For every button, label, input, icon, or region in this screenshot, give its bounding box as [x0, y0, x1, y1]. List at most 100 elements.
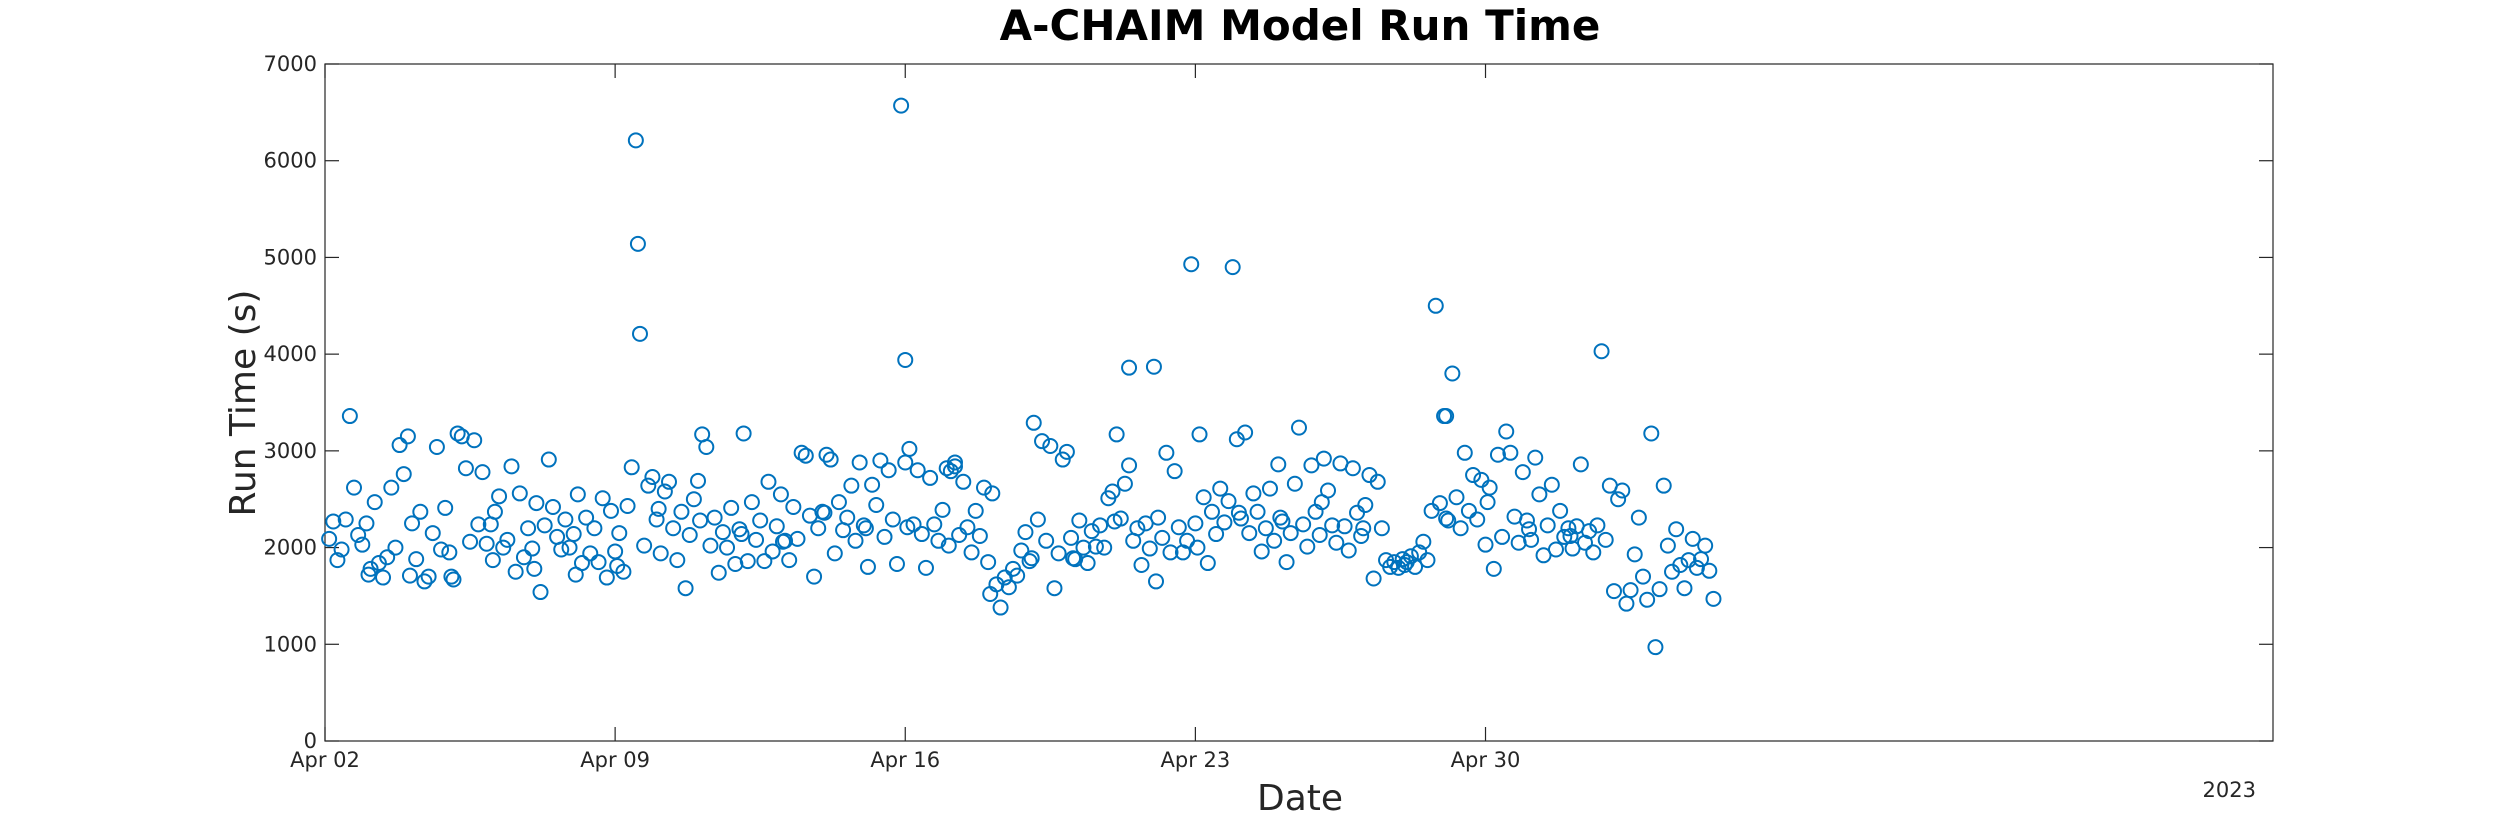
data-point [648, 511, 665, 528]
data-point [387, 539, 404, 556]
x-tick-label: Apr 30 [1451, 748, 1521, 772]
data-point [971, 527, 988, 544]
data-point [1106, 513, 1123, 530]
y-tick-label: 6000 [264, 149, 317, 173]
data-point [1643, 425, 1660, 442]
y-axis-title: Run Time (s) [223, 290, 264, 517]
x-tick-label: Apr 09 [580, 748, 650, 772]
y-tick-label: 2000 [264, 536, 317, 560]
data-point [976, 479, 993, 496]
data-point [752, 512, 769, 529]
data-point [1000, 579, 1017, 596]
data-point [532, 584, 549, 601]
data-point [1477, 536, 1494, 553]
data-point [1245, 485, 1262, 502]
data-point [774, 533, 791, 550]
data-point [888, 556, 905, 573]
data-point [1444, 365, 1461, 382]
data-point [1701, 562, 1718, 579]
data-point [325, 513, 342, 530]
data-point [692, 512, 709, 529]
data-point [1589, 517, 1606, 534]
data-point [449, 425, 466, 442]
data-point [899, 519, 916, 536]
data-point [768, 518, 785, 535]
data-point [1121, 359, 1138, 376]
data-point [629, 235, 646, 252]
data-point [934, 501, 951, 518]
data-point [1170, 519, 1187, 536]
data-point [843, 477, 860, 494]
data-point [1075, 539, 1092, 556]
data-point [1448, 489, 1465, 506]
data-point [1518, 512, 1535, 529]
data-point [702, 537, 719, 554]
data-point [1017, 524, 1034, 541]
data-point [756, 553, 773, 570]
data-point [1651, 581, 1668, 598]
data-point [1344, 460, 1361, 477]
data-point [793, 444, 810, 461]
data-point [329, 552, 346, 569]
data-point [1419, 552, 1436, 569]
data-point [1096, 539, 1113, 556]
data-point [1034, 433, 1051, 450]
data-point [1313, 494, 1330, 511]
data-point [379, 549, 396, 566]
data-point [1560, 520, 1577, 537]
data-point [822, 451, 839, 468]
data-point [1191, 426, 1208, 443]
data-point [1460, 502, 1477, 519]
data-point [602, 502, 619, 519]
data-point [486, 503, 503, 520]
data-point [723, 499, 740, 516]
data-point [830, 494, 847, 511]
data-point [1668, 521, 1685, 538]
data-point [586, 520, 603, 537]
data-point [466, 432, 483, 449]
data-point [1315, 450, 1332, 467]
data-point [1013, 542, 1030, 559]
data-point [1336, 518, 1353, 535]
data-point [1452, 520, 1469, 537]
data-point [1353, 527, 1370, 544]
data-point [507, 563, 524, 580]
data-point [484, 552, 501, 569]
data-point [1199, 555, 1216, 572]
data-point [565, 526, 582, 543]
data-point [897, 454, 914, 471]
data-point [1266, 532, 1283, 549]
data-point [1521, 521, 1538, 538]
data-point [590, 554, 607, 571]
data-point [810, 520, 827, 537]
data-point [1562, 527, 1579, 544]
data-point [1626, 546, 1643, 563]
data-point [553, 541, 570, 558]
data-point [938, 460, 955, 477]
data-point [401, 567, 418, 584]
data-point [785, 498, 802, 515]
data-point [491, 488, 508, 505]
data-point [1572, 456, 1589, 473]
data-point [1224, 259, 1241, 276]
data-point [1498, 423, 1515, 440]
data-point [1396, 556, 1413, 573]
data-point [341, 408, 358, 425]
data-point [1272, 509, 1289, 526]
data-point [520, 520, 537, 537]
y-tick-label: 7000 [264, 52, 317, 76]
data-point [1108, 426, 1125, 443]
data-point [1282, 525, 1299, 542]
data-point [1438, 408, 1455, 425]
data-point [1328, 534, 1345, 551]
data-point [636, 537, 653, 554]
data-point [567, 566, 584, 583]
data-point [598, 569, 615, 586]
data-point [1531, 486, 1548, 503]
data-point [1431, 495, 1448, 512]
data-point [772, 486, 789, 503]
data-point [1605, 583, 1622, 600]
data-point [1183, 256, 1200, 273]
data-point [1311, 526, 1328, 543]
